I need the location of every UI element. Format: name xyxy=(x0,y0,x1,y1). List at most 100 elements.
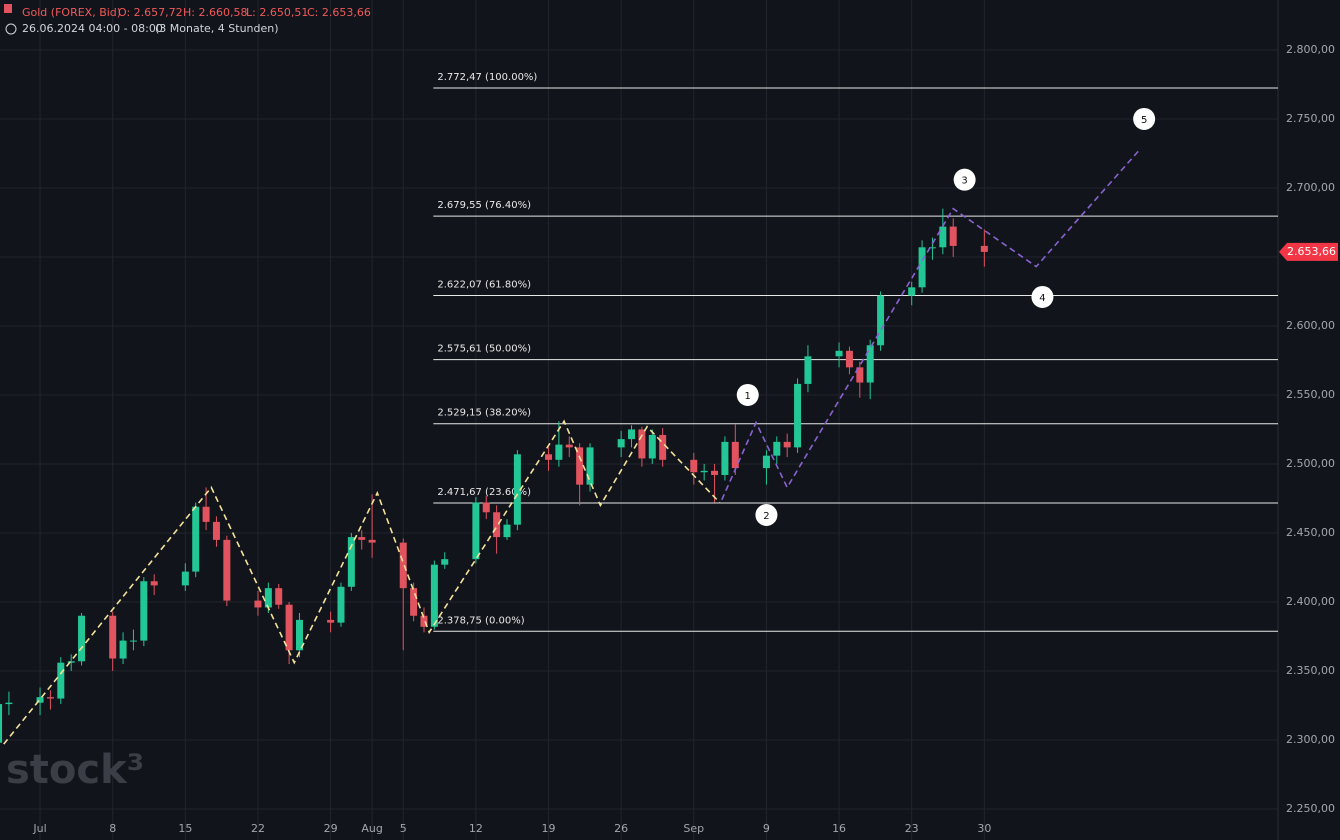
candle-body xyxy=(700,470,708,473)
y-tick-label: 2.350,00 xyxy=(1286,664,1335,677)
candle-body xyxy=(804,356,812,384)
fib-label: 2.575,61 (50.00%) xyxy=(437,344,531,355)
wave-marker xyxy=(755,504,778,527)
candle-body xyxy=(648,434,656,459)
candle-body xyxy=(5,702,13,705)
candle-body xyxy=(36,697,44,703)
candle-body xyxy=(980,245,988,252)
symbol: Gold (FOREX, Bid) xyxy=(22,6,121,19)
candle-body xyxy=(399,542,407,589)
grid xyxy=(0,0,1278,840)
fib-label: 2.529,15 (38.20%) xyxy=(437,408,531,419)
candle-body xyxy=(565,444,573,448)
symbol-icon xyxy=(4,4,12,13)
candle-body xyxy=(690,459,698,473)
candle-body xyxy=(731,441,739,469)
plot: 2.772,47 (100.00%) 2.679,55 (76.40%) 2.622… xyxy=(0,72,1278,745)
candle-body xyxy=(202,506,210,522)
candle-body xyxy=(794,383,802,448)
candle-body xyxy=(928,247,936,249)
candle-body xyxy=(119,640,127,659)
wave-path xyxy=(721,148,1141,501)
wave-label: 4 xyxy=(1039,293,1045,304)
candle-body xyxy=(617,439,625,448)
candle-body xyxy=(628,429,636,440)
candle-body xyxy=(472,502,480,560)
x-tick-label: 5 xyxy=(400,822,407,835)
candle-body xyxy=(285,604,293,651)
candle-body xyxy=(140,581,148,641)
wave-marker xyxy=(1133,107,1156,130)
candle-body xyxy=(513,454,521,525)
candle-body xyxy=(482,502,490,513)
candle-body xyxy=(762,455,770,469)
candle-body xyxy=(877,295,885,346)
ohlc-close: C: 2.653,66 xyxy=(307,6,371,19)
candle-body xyxy=(545,454,553,460)
candle-body xyxy=(493,512,501,538)
range: (3 Monate, 4 Stunden) xyxy=(155,22,279,35)
candle-body xyxy=(67,661,75,663)
x-tick-label: 9 xyxy=(763,822,770,835)
x-tick-label: 8 xyxy=(109,822,116,835)
candle-body xyxy=(711,470,719,475)
last-price-label: 2.653,66 xyxy=(1287,245,1336,258)
fib-label: 2.378,75 (0.00%) xyxy=(437,615,524,626)
candle-body xyxy=(835,350,843,357)
candle-body xyxy=(866,345,874,383)
ohlc-low: L: 2.650,51 xyxy=(246,6,308,19)
y-tick-label: 2.450,00 xyxy=(1286,526,1335,539)
candle-body xyxy=(441,559,449,565)
x-tick-label: 22 xyxy=(251,822,265,835)
x-tick-label: 15 xyxy=(178,822,192,835)
wave-marker xyxy=(736,383,759,406)
period: 26.06.2024 04:00 - 08:00 xyxy=(22,22,163,35)
candle-body xyxy=(783,441,791,448)
candle-body xyxy=(254,600,262,608)
wave-label: 5 xyxy=(1141,115,1147,126)
candle-body xyxy=(949,226,957,246)
candle-body xyxy=(576,447,584,485)
y-tick-label: 2.400,00 xyxy=(1286,595,1335,608)
y-tick-label: 2.250,00 xyxy=(1286,802,1335,815)
fib-label: 2.772,47 (100.00%) xyxy=(437,72,537,83)
candle-body xyxy=(358,537,366,540)
candle-body xyxy=(845,350,853,368)
candle-body xyxy=(295,619,303,651)
candle-body xyxy=(275,588,283,605)
x-tick-label: 26 xyxy=(614,822,628,835)
candle-body xyxy=(264,588,272,608)
candle-body xyxy=(773,441,781,456)
clock-icon xyxy=(5,23,17,35)
candle-body xyxy=(918,247,926,288)
candle-body xyxy=(638,429,646,459)
wave-label: 2 xyxy=(763,511,769,522)
candle-body xyxy=(46,697,54,699)
x-tick-label: Aug xyxy=(361,822,382,835)
wave-path xyxy=(3,419,721,745)
candle-body xyxy=(586,447,594,485)
y-tick-label: 2.700,00 xyxy=(1286,181,1335,194)
ohlc-high: H: 2.660,58 xyxy=(183,6,247,19)
candle-body xyxy=(430,564,438,627)
candle-body xyxy=(856,367,864,383)
candle-body xyxy=(109,615,117,659)
candle-body xyxy=(347,537,355,587)
candle-body xyxy=(57,662,65,699)
candle-body xyxy=(0,704,3,743)
candle-body xyxy=(181,571,189,586)
candle-body xyxy=(420,615,428,627)
x-tick-label: 30 xyxy=(977,822,991,835)
y-tick-label: 2.800,00 xyxy=(1286,43,1335,56)
x-tick-label: Sep xyxy=(683,822,704,835)
fib-label: 2.679,55 (76.40%) xyxy=(437,200,531,211)
wave-marker xyxy=(1031,285,1054,308)
x-tick-label: 16 xyxy=(832,822,846,835)
wave-marker xyxy=(953,168,976,191)
ohlc-open: O: 2.657,72 xyxy=(118,6,183,19)
fib-label: 2.471,67 (23.60%) xyxy=(437,487,531,498)
candle-body xyxy=(223,539,231,601)
